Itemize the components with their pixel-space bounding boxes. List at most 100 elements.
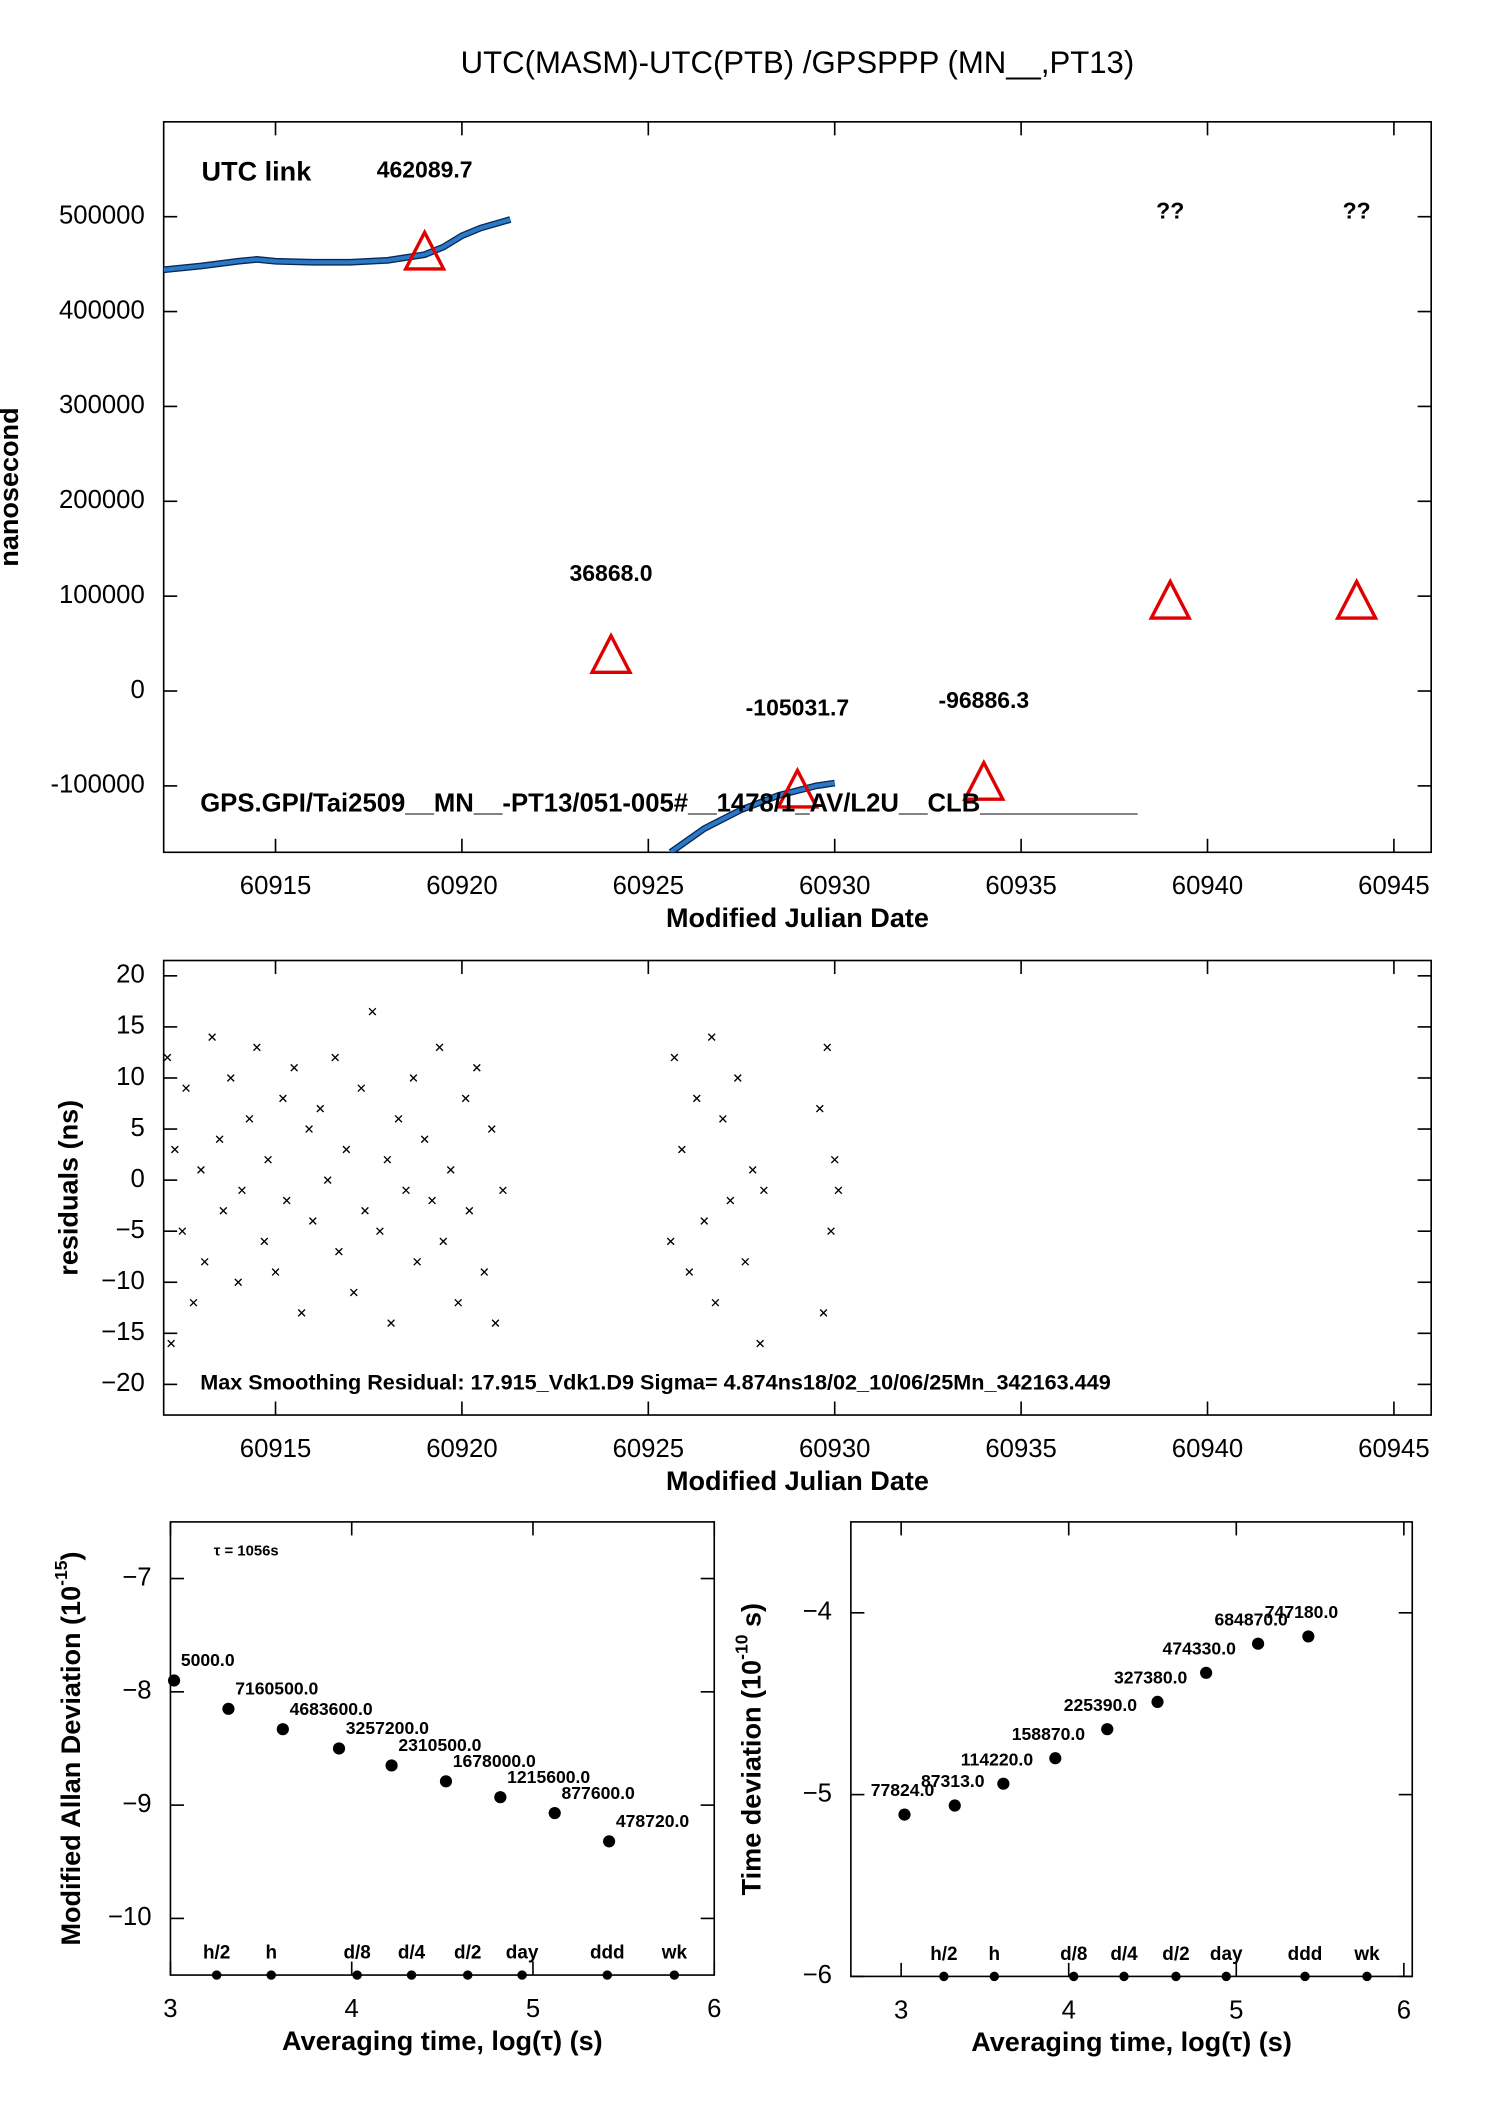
residual-point bbox=[171, 1145, 179, 1154]
tau-label: d/8 bbox=[1060, 1944, 1087, 1965]
tau-label: h/2 bbox=[203, 1942, 230, 1963]
residual-point bbox=[815, 1104, 824, 1113]
residual-point bbox=[692, 1094, 701, 1103]
series-line-outline bbox=[163, 216, 836, 853]
residual-point bbox=[823, 1043, 832, 1052]
y-tick-label: 20 bbox=[116, 961, 145, 989]
point-label: 1678000.0 bbox=[453, 1751, 536, 1771]
residual-point bbox=[208, 1033, 217, 1041]
tau-label: d/2 bbox=[1162, 1944, 1189, 1965]
residual-point bbox=[305, 1125, 313, 1133]
residual-point bbox=[264, 1155, 272, 1164]
point-label: 7160500.0 bbox=[235, 1679, 318, 1699]
tau-label: d/4 bbox=[1110, 1944, 1138, 1965]
tau-label: ddd bbox=[1288, 1944, 1323, 1965]
deviation-point bbox=[276, 1723, 289, 1736]
tau-label: d/8 bbox=[343, 1942, 370, 1963]
y-tick-label: −4 bbox=[803, 1598, 832, 1626]
x-tick-label: 60920 bbox=[426, 1435, 497, 1463]
deviation-point bbox=[222, 1702, 235, 1715]
tau-mark bbox=[989, 1971, 1000, 1982]
residual-point bbox=[409, 1074, 418, 1082]
deviation-point bbox=[385, 1759, 398, 1772]
point-label: 1215600.0 bbox=[507, 1767, 590, 1787]
residual-point bbox=[733, 1074, 742, 1082]
y-axis-label: nanosecond bbox=[0, 407, 24, 566]
tau-label: d/2 bbox=[454, 1942, 481, 1963]
residual-point bbox=[685, 1268, 694, 1276]
tau-mark bbox=[1221, 1971, 1231, 1982]
y-axis-label-exponent: -10 bbox=[731, 1634, 751, 1660]
x-tick-label: 60940 bbox=[1172, 872, 1243, 900]
x-tick-label: 60945 bbox=[1358, 1435, 1429, 1463]
y-axis-label-end: s) bbox=[737, 1603, 767, 1635]
residual-point bbox=[666, 1237, 675, 1246]
marker-triangle bbox=[402, 228, 447, 271]
tau-label: wk bbox=[1353, 1944, 1380, 1965]
residual-point bbox=[446, 1166, 455, 1174]
residual-point bbox=[234, 1278, 243, 1287]
residual-point bbox=[357, 1084, 366, 1093]
y-tick-label: 300000 bbox=[59, 391, 145, 419]
deviation-point bbox=[997, 1777, 1010, 1790]
tau-label: wk bbox=[661, 1942, 688, 1963]
residual-point bbox=[756, 1339, 765, 1348]
y-axis-label-text: residuals (ns) bbox=[53, 1100, 83, 1276]
y-tick-label: −9 bbox=[122, 1790, 151, 1818]
residual-point bbox=[711, 1298, 720, 1307]
y-axis-label: Time deviation (10-10 s) bbox=[731, 1603, 766, 1895]
residual-point bbox=[260, 1237, 269, 1246]
y-axis-label-end: ) bbox=[56, 1551, 86, 1560]
deviation-point bbox=[1151, 1695, 1164, 1708]
x-tick-label: 60930 bbox=[799, 1435, 870, 1463]
point-label: 5000.0 bbox=[181, 1650, 235, 1670]
residual-point bbox=[413, 1257, 422, 1266]
tau-mark bbox=[406, 1970, 417, 1980]
point-label: 114220.0 bbox=[961, 1749, 1034, 1769]
x-tick-label: 3 bbox=[894, 1996, 908, 2024]
residual-point bbox=[461, 1094, 470, 1103]
residual-point bbox=[200, 1257, 209, 1266]
deviation-point bbox=[1200, 1666, 1213, 1679]
residual-point bbox=[297, 1309, 306, 1317]
y-tick-label: −5 bbox=[115, 1216, 144, 1244]
tau-mark bbox=[352, 1970, 362, 1980]
residual-point bbox=[342, 1145, 351, 1154]
tau-mark bbox=[211, 1970, 222, 1980]
tau-label: day bbox=[1210, 1944, 1243, 1965]
residual-point bbox=[499, 1186, 507, 1195]
x-tick-label: 4 bbox=[1062, 1996, 1076, 2024]
residual-point bbox=[819, 1309, 828, 1317]
x-tick-label: 60935 bbox=[985, 1435, 1056, 1463]
plot-frame bbox=[162, 121, 1432, 854]
deviation-point bbox=[1302, 1630, 1315, 1643]
residual-point bbox=[435, 1043, 444, 1052]
point-label: 225390.0 bbox=[1064, 1695, 1138, 1715]
footer-text: Max Smoothing Residual: 17.915_Vdk1.D9 S… bbox=[200, 1370, 1111, 1395]
deviation-point bbox=[948, 1799, 961, 1812]
residual-point bbox=[394, 1114, 403, 1123]
y-tick-label: 5 bbox=[130, 1114, 144, 1142]
residual-point bbox=[472, 1063, 481, 1072]
point-label: 3257200.0 bbox=[346, 1718, 429, 1738]
residual-point bbox=[279, 1094, 287, 1103]
residual-point bbox=[219, 1206, 228, 1215]
deviation-point bbox=[898, 1808, 911, 1821]
plot-frame bbox=[162, 959, 1432, 1416]
residual-point bbox=[238, 1186, 246, 1195]
x-tick-label: 5 bbox=[526, 1995, 540, 2023]
residual-point bbox=[387, 1319, 395, 1327]
point-label: 2310500.0 bbox=[398, 1735, 481, 1755]
residual-point bbox=[707, 1033, 716, 1041]
residual-point bbox=[271, 1268, 280, 1276]
tau-mark bbox=[1362, 1971, 1372, 1982]
x-axis-label: Averaging time, log(τ) (s) bbox=[282, 2026, 603, 2056]
y-tick-label: 15 bbox=[116, 1012, 145, 1040]
marker-label: ?? bbox=[1156, 198, 1184, 224]
tau-mark bbox=[1171, 1971, 1181, 1982]
footer-text: GPS.GPI/Tai2509__MN__-PT13/051-005#__147… bbox=[200, 790, 1138, 818]
x-axis-label: Averaging time, log(τ) (s) bbox=[971, 2027, 1292, 2057]
x-tick-label: 4 bbox=[345, 1995, 359, 2023]
point-label: 87313.0 bbox=[921, 1771, 985, 1791]
residual-point bbox=[163, 1053, 172, 1062]
